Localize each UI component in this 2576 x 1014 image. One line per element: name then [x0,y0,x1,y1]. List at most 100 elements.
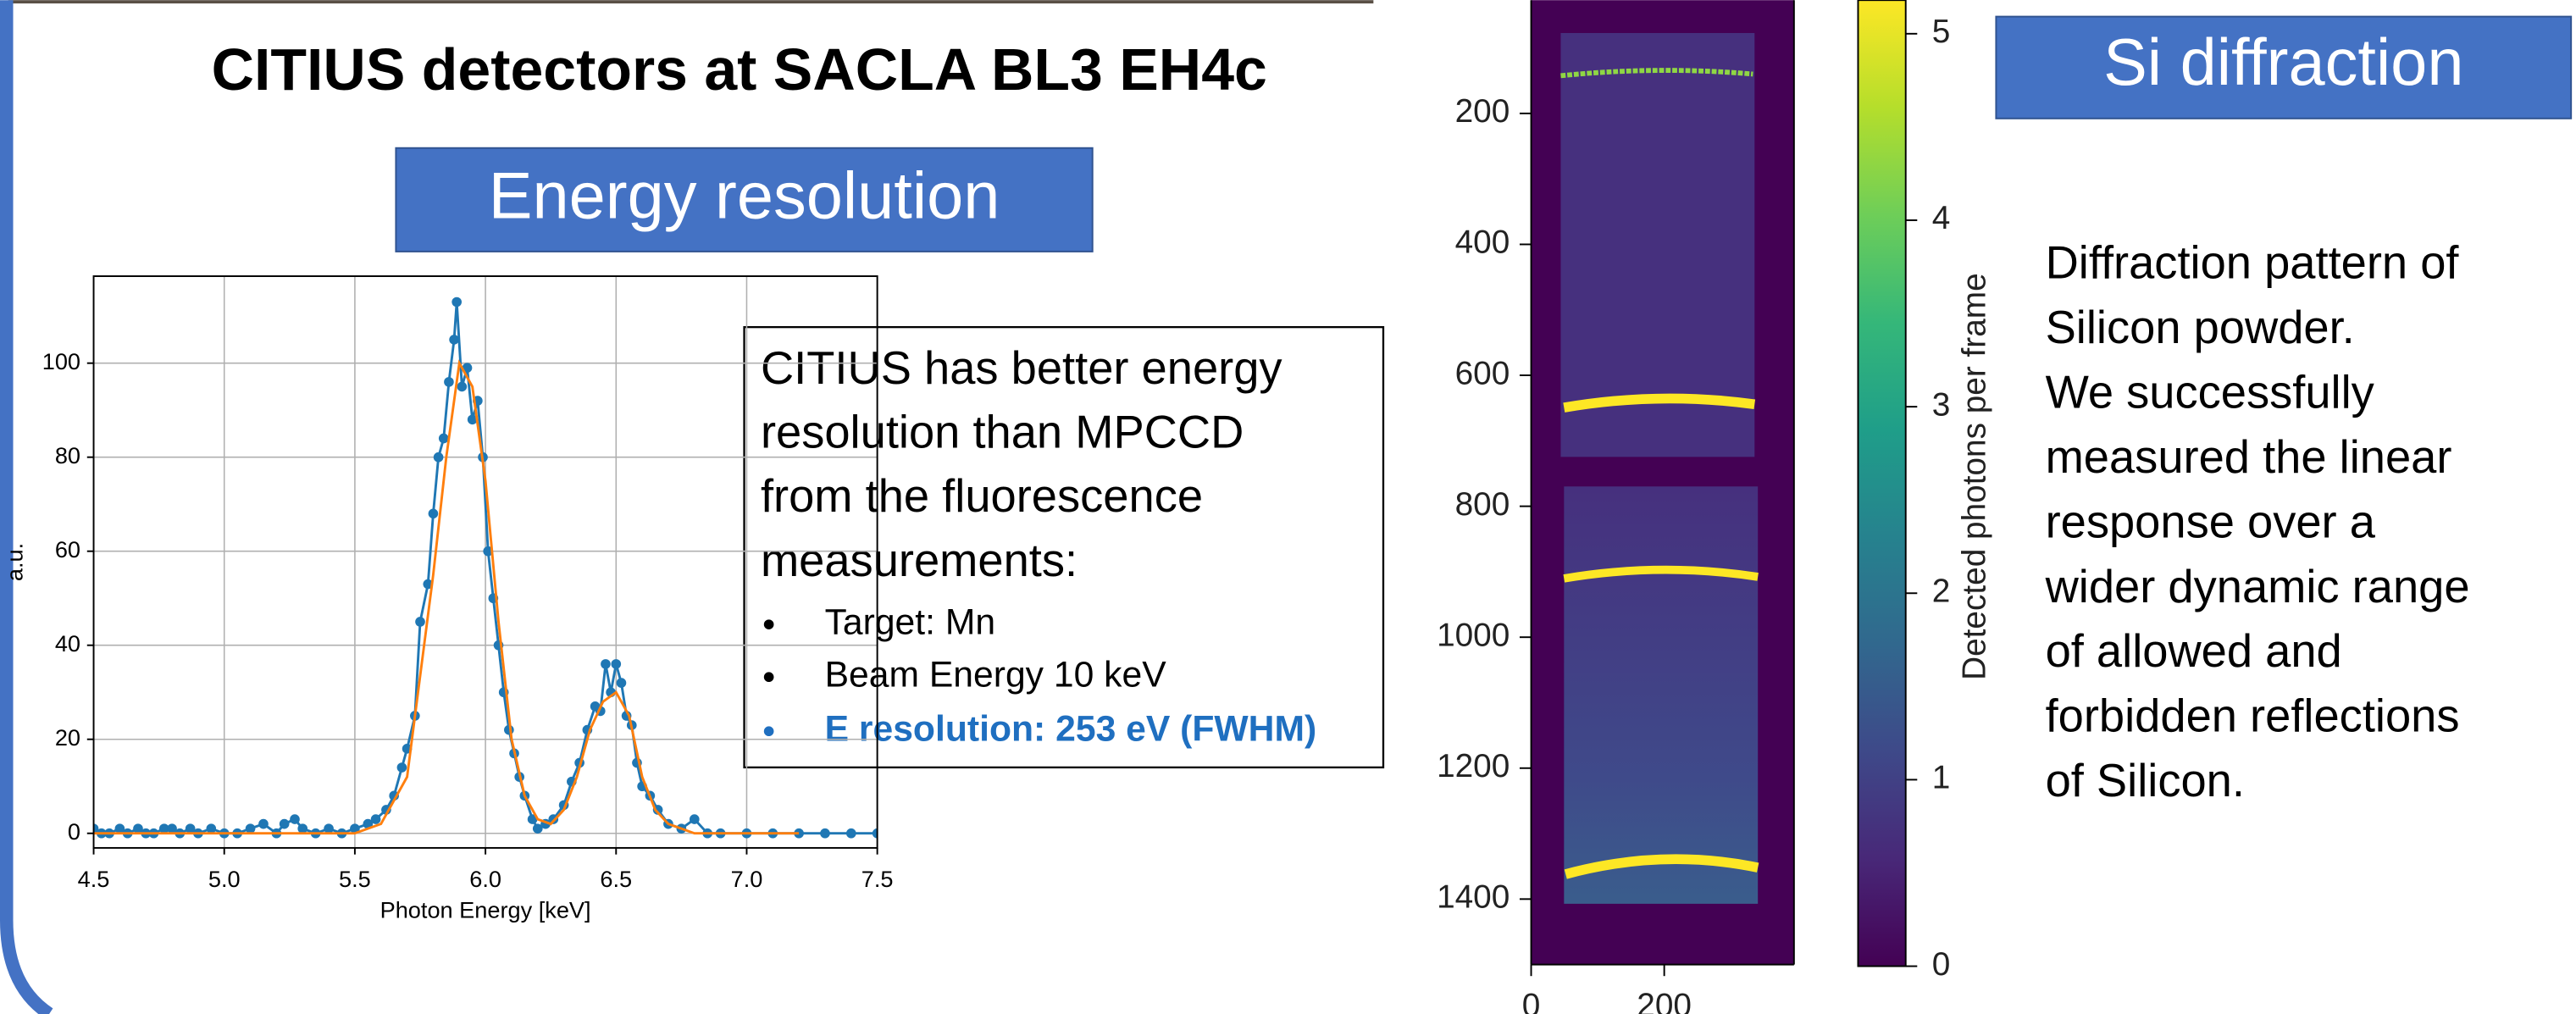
diffraction-ring [1563,565,1759,583]
y-tick-label: 0 [68,818,80,845]
photo-strip [8,0,1374,4]
description-line: of allowed and [2046,625,2342,677]
description-line: wider dynamic range [2045,561,2470,612]
y-tick-label: 60 [55,536,80,562]
description-line: Silicon powder. [2046,302,2355,353]
data-point [290,814,300,824]
colorbar-tick-label: 5 [1932,14,1951,50]
x-tick-label: 7.5 [861,866,894,892]
data-point [601,659,611,669]
sensor-region [1564,486,1759,904]
data-point [396,762,407,773]
colorbar-tick-label: 2 [1932,573,1951,610]
y-tick-label: 1400 [1437,879,1510,916]
note-line: from the fluorescence [761,470,1203,522]
bullet [763,726,774,737]
x-axis-label: Photon Energy [keV] [380,897,591,923]
y-tick-label: 20 [55,724,80,751]
note-bullet: E resolution: 253 eV (FWHM) [825,708,1317,749]
y-tick-label: 1200 [1437,748,1510,784]
heading-box [1995,15,2573,119]
colorbar-tick-label: 3 [1932,386,1951,423]
data-point [114,823,125,834]
data-point [611,659,622,669]
data-point [433,452,444,463]
data-point [451,296,462,308]
description-line: We successfully [2046,367,2375,418]
data-point [245,823,256,834]
y-tick-label: 600 [1455,355,1510,391]
description-line: measured the linear [2046,431,2452,483]
data-point [133,823,143,834]
note-line: CITIUS has better energy [761,342,1282,394]
data-point [444,377,454,387]
x-tick-label: 200 [1637,987,1692,1014]
frame-border [0,0,53,1014]
data-point [279,818,290,829]
y-axis-label: a.u. [2,543,28,581]
x-tick-label: 6.0 [469,866,501,892]
data-point [363,818,374,829]
data-point [428,508,439,519]
diffraction-ring [1560,68,1753,79]
data-point [206,823,217,834]
data-point [297,823,308,834]
sensor-region [1560,32,1755,457]
note-bullet: Target: Mn [825,601,996,642]
data-point [467,414,478,425]
bullet [763,619,774,629]
x-tick-label: 6.5 [600,866,632,892]
heading: Si diffraction [2103,26,2463,99]
note-box [743,325,1385,769]
data-point [258,818,269,829]
axes-frame [92,275,878,849]
data-point [616,678,627,688]
note-line: resolution than MPCCD [761,406,1244,457]
heading: Energy resolution [489,159,1000,232]
y-tick-label: 800 [1455,486,1510,523]
diffraction-ring [1563,393,1756,413]
data-point [324,823,334,834]
y-tick-label: 1000 [1437,617,1510,653]
y-tick-label: 80 [55,442,80,468]
data-point [370,814,381,824]
colorbar-tick-label: 4 [1932,200,1951,236]
data-point [350,823,360,834]
colorbar-label: Detected photons per frame [1956,273,1992,680]
data-point [158,823,169,834]
data-point [438,433,449,444]
data-point [689,814,700,824]
x-tick-label: 0 [1522,987,1541,1014]
description-line: response over a [2046,496,2376,547]
y-tick-label: 400 [1455,224,1510,261]
y-tick-label: 200 [1455,93,1510,130]
note-bullet: Beam Energy 10 keV [825,654,1167,695]
description-line: of Silicon. [2046,755,2245,806]
data-point [415,617,425,627]
data-point [449,335,459,345]
slide-title: CITIUS detectors at SACLA BL3 EH4c [212,36,1267,103]
data-point [167,823,177,834]
colorbar-tick-label: 0 [1932,946,1951,983]
diffraction-ring [1564,854,1759,879]
series-line [93,359,800,835]
data-point [845,828,856,839]
data-point [532,823,543,834]
x-tick-label: 4.5 [78,866,110,892]
x-tick-label: 5.0 [208,866,241,892]
heading-box [395,147,1094,252]
data-point [185,823,196,834]
note-line: measurements: [761,535,1077,586]
data-point [820,828,830,839]
data-point [872,828,878,839]
y-tick-label: 100 [42,348,80,374]
colorbar-tick-label: 1 [1932,760,1951,796]
x-tick-label: 5.5 [339,866,371,892]
colorbar [1857,0,1907,967]
bullet [763,672,774,683]
y-tick-label: 40 [55,630,80,657]
description-line: Diffraction pattern of [2046,237,2460,289]
description-line: forbidden reflections [2046,690,2460,742]
data-point [457,381,468,392]
